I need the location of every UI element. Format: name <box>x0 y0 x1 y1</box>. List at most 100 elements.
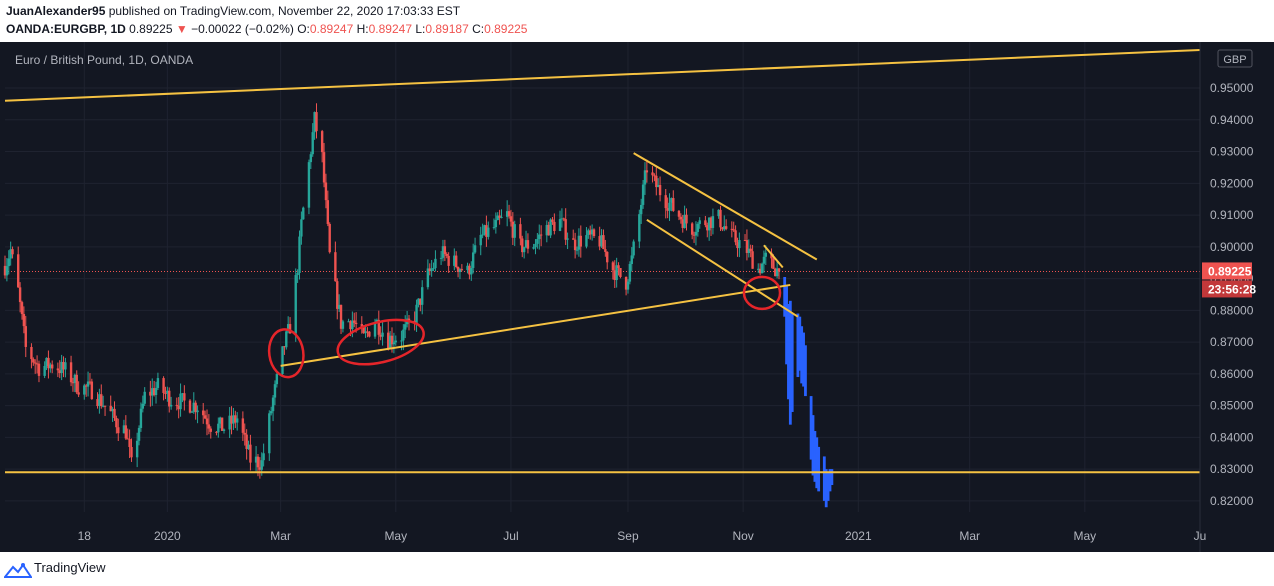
candle-body <box>432 268 435 270</box>
candle-body <box>751 251 754 269</box>
grid-lines <box>5 42 1201 512</box>
candle-body <box>156 378 160 388</box>
candle-body <box>732 229 735 231</box>
candle-body <box>470 267 473 275</box>
candle-body <box>360 324 364 327</box>
candle-body <box>592 229 596 237</box>
projection-bar <box>809 396 813 460</box>
candle-body <box>505 211 509 217</box>
candle-body <box>205 418 209 425</box>
symbol-label[interactable]: OANDA:EURGBP, 1D <box>6 22 126 36</box>
candle-body <box>309 154 313 163</box>
footer: TradingView <box>0 552 1274 586</box>
candle-body <box>536 239 539 244</box>
candle-body <box>558 219 562 231</box>
candle-body <box>58 370 61 374</box>
chart-panel[interactable]: 0.95000 0.94000 0.93000 0.92000 0.91000 0.900… <box>0 42 1274 552</box>
candle-body <box>587 230 590 236</box>
last-price-tag: 0.89225 23:56:28 <box>1202 262 1256 298</box>
candle-body <box>613 270 616 281</box>
y-tick-label: 0.86000 <box>1210 367 1254 381</box>
candle-body <box>368 331 371 337</box>
candle-body <box>507 211 511 217</box>
candle-body <box>534 243 537 248</box>
projection-bar <box>802 332 805 387</box>
candle-body <box>421 287 424 305</box>
tradingview-logo-icon[interactable] <box>4 560 32 580</box>
candle-body <box>341 321 345 329</box>
trendline-wedge-top[interactable] <box>763 244 784 269</box>
candle-body <box>522 247 526 253</box>
candle-body <box>690 223 694 235</box>
time-axis[interactable]: ct182020MarMayJulSepNov2021MarMayJu <box>0 529 1207 543</box>
trendline-channel-upper[interactable] <box>633 152 818 261</box>
candle-body <box>573 239 577 251</box>
candle-body <box>454 255 458 267</box>
candle-body <box>426 268 430 288</box>
projection-bar <box>815 437 819 489</box>
tradingview-brand[interactable]: TradingView <box>34 560 106 575</box>
currency-badge[interactable]: GBP <box>1217 49 1253 68</box>
candle-body <box>471 252 475 268</box>
candles <box>3 103 781 479</box>
candle-body <box>313 112 316 133</box>
candle-body <box>124 425 128 439</box>
trendline-channel-lower[interactable] <box>646 218 799 318</box>
candle-body <box>126 438 129 440</box>
candle-body <box>694 231 698 236</box>
candle-body <box>194 402 197 413</box>
candle-body <box>434 258 437 269</box>
candle-body <box>677 210 681 217</box>
candle-body <box>585 235 588 247</box>
price-chart[interactable]: 0.95000 0.94000 0.93000 0.92000 0.91000 0.900… <box>0 42 1274 552</box>
projection-bar <box>822 456 826 501</box>
author-name[interactable]: JuanAlexander95 <box>6 4 106 18</box>
candle-body <box>320 131 324 153</box>
candle-body <box>658 184 662 196</box>
projection-bar <box>796 313 800 378</box>
candle-body <box>619 268 622 277</box>
candle-body <box>749 248 752 252</box>
projection-bar <box>800 326 804 384</box>
candle-body <box>419 298 422 305</box>
candle-body <box>35 363 39 365</box>
y-tick-label: 0.83000 <box>1210 462 1254 476</box>
projection-bar <box>826 472 830 501</box>
x-tick-label: May <box>384 529 407 543</box>
candle-body <box>334 252 337 282</box>
candle-body <box>764 252 767 257</box>
y-tick-label: 0.93000 <box>1210 145 1254 159</box>
candle-body <box>494 220 498 228</box>
circle-november-break[interactable] <box>742 275 782 311</box>
candle-body <box>711 216 715 228</box>
candle-body <box>602 235 605 250</box>
candle-body <box>407 318 411 321</box>
low-value: 0.89187 <box>425 22 469 36</box>
candle-body <box>96 399 99 407</box>
x-tick-label: Mar <box>959 529 980 543</box>
candle-body <box>736 242 739 249</box>
candle-body <box>30 346 33 360</box>
candle-body <box>236 418 239 423</box>
candle-body <box>122 425 126 434</box>
candle-body <box>645 170 649 173</box>
candle-body <box>113 408 116 418</box>
candle-body <box>285 331 288 348</box>
candle-body <box>617 265 620 269</box>
trendline-upper-resistance[interactable] <box>4 48 1201 102</box>
price-axis[interactable]: 0.95000 0.94000 0.93000 0.92000 0.91000 0.900… <box>1210 81 1254 508</box>
circle-april-base[interactable] <box>333 312 428 372</box>
candle-body <box>286 324 290 332</box>
circle-march-low[interactable] <box>266 327 306 379</box>
candle-body <box>553 221 556 231</box>
candle-body <box>430 268 433 272</box>
trendline-rising-support[interactable] <box>280 283 791 367</box>
projection-bar <box>798 316 802 371</box>
candle-body <box>353 320 356 323</box>
candle-body <box>590 229 594 235</box>
candle-body <box>473 245 477 253</box>
projection-bar <box>787 303 790 400</box>
candle-body <box>11 249 14 255</box>
projection-bar <box>813 431 817 482</box>
projection-bar <box>783 277 787 317</box>
